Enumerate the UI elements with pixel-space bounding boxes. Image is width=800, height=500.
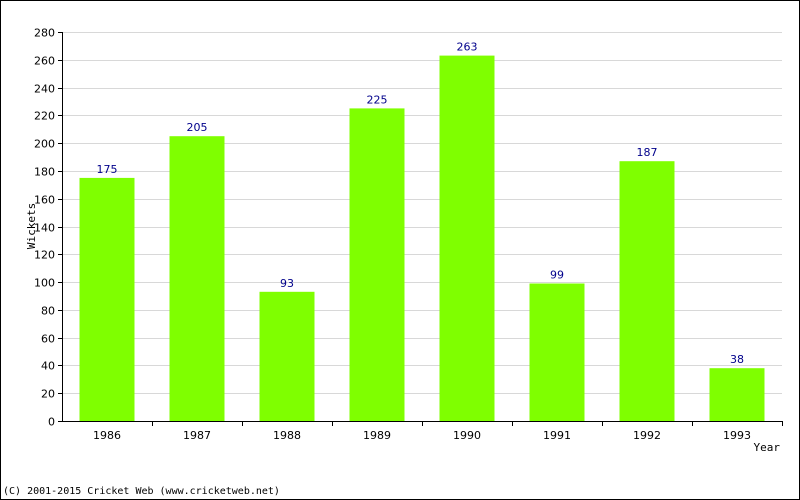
y-tick-label: 140: [34, 222, 55, 235]
x-tick-label: 1989: [363, 429, 391, 442]
data-label: 263: [457, 41, 478, 54]
x-axis-title: Year: [754, 441, 781, 454]
y-tick-label: 160: [34, 194, 55, 207]
data-label: 205: [187, 121, 208, 134]
bar: [439, 55, 495, 421]
bars: [79, 55, 765, 422]
y-tick-label: 60: [41, 333, 55, 346]
y-tick-label: 20: [41, 388, 55, 401]
x-tick-labels: 1986 1987 1988 1989 1990 1991 1992 1993: [93, 429, 751, 442]
x-tick-label: 1990: [453, 429, 481, 442]
bar: [529, 283, 585, 421]
y-tick-label: 240: [34, 83, 55, 96]
bar: [349, 108, 405, 422]
bar: [709, 368, 765, 421]
bar: [619, 161, 675, 421]
y-tick-label: 0: [48, 416, 55, 429]
data-label: 175: [97, 163, 118, 176]
y-tick-label: 100: [34, 277, 55, 290]
data-labels: 175 205 93 225 263 99 187 38: [97, 41, 745, 367]
y-tick-labels: 0 20 40 60 80 100 120 140 160 180 200 220 240 260 280: [34, 27, 55, 429]
data-label: 99: [550, 269, 564, 282]
x-tick-label: 1993: [723, 429, 751, 442]
y-axis-title: Wickets: [25, 203, 38, 249]
y-tick-label: 120: [34, 249, 55, 262]
y-tick-label: 180: [34, 166, 55, 179]
data-label: 93: [280, 277, 294, 290]
y-tick-label: 220: [34, 110, 55, 123]
bar: [259, 291, 315, 421]
data-label: 187: [637, 146, 658, 159]
data-label: 38: [730, 353, 744, 366]
y-tick-label: 200: [34, 138, 55, 151]
x-tick-label: 1992: [633, 429, 661, 442]
x-tick-label: 1988: [273, 429, 301, 442]
y-tick-label: 280: [34, 27, 55, 40]
y-tick-label: 80: [41, 305, 55, 318]
axes: [58, 32, 783, 426]
y-tick-label: 40: [41, 360, 55, 373]
copyright-notice: (C) 2001-2015 Cricket Web (www.cricketwe…: [3, 486, 280, 497]
data-label: 225: [367, 93, 388, 106]
x-tick-label: 1987: [183, 429, 211, 442]
x-tick-label: 1986: [93, 429, 121, 442]
x-tick-label: 1991: [543, 429, 571, 442]
bar: [79, 177, 135, 421]
y-tick-label: 260: [34, 55, 55, 68]
bar: [169, 136, 225, 421]
